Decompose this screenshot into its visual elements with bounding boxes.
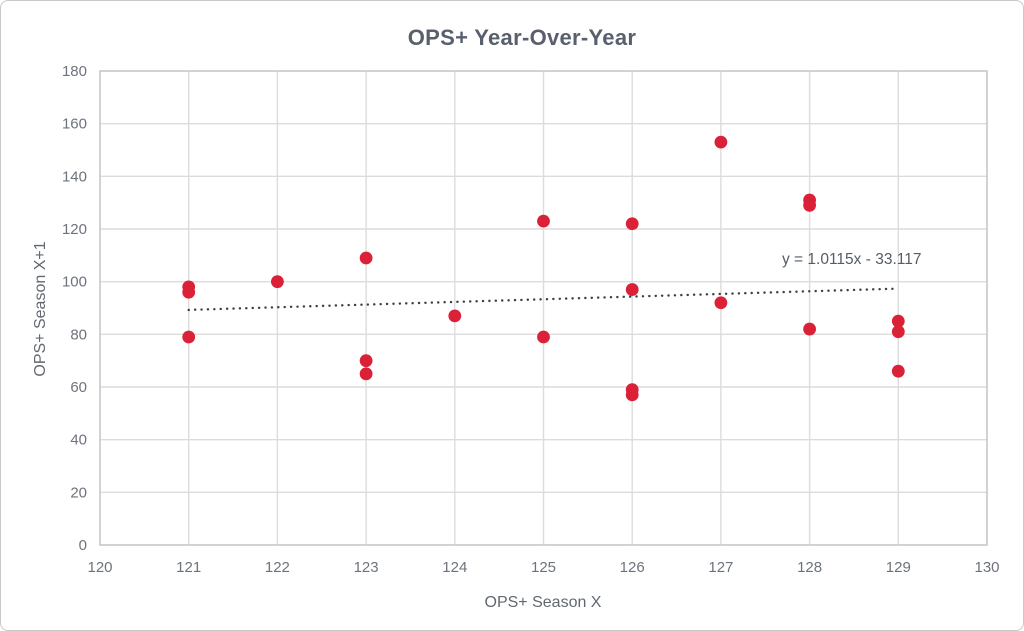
y-axis-title: OPS+ Season X+1 [32,241,49,376]
plot-area-border [99,70,988,546]
x-tick-label: 123 [354,559,379,576]
data-point[interactable] [803,322,816,336]
x-axis-title: OPS+ Season X [485,594,602,611]
data-point[interactable] [359,251,373,265]
data-point[interactable] [182,330,196,344]
data-point[interactable] [359,367,373,381]
y-axis-tick-labels: 0 20 40 60 80 100 120 140 160 180 [62,63,87,554]
data-point[interactable] [625,283,639,296]
x-tick-label: 128 [797,559,822,576]
y-tick-label: 40 [70,432,87,449]
data-point[interactable] [714,296,728,310]
y-tick-label: 20 [70,484,87,501]
x-tick-label: 130 [974,559,999,576]
x-tick-label: 129 [886,559,911,576]
data-point[interactable] [891,325,905,339]
data-point[interactable] [537,330,550,344]
y-tick-label: 160 [62,116,87,133]
y-tick-label: 80 [70,326,87,343]
y-tick-label: 0 [79,537,87,554]
x-tick-label: 121 [176,559,201,576]
data-point[interactable] [625,388,639,402]
x-tick-label: 125 [531,559,556,576]
data-point[interactable] [891,364,905,378]
x-tick-label: 124 [442,559,467,576]
data-point[interactable] [359,354,373,368]
y-tick-label: 100 [62,274,87,291]
y-tick-label: 180 [62,63,87,80]
x-tick-label: 127 [708,559,733,576]
x-tick-label: 122 [265,559,290,576]
data-point[interactable] [182,285,196,299]
chart-title: OPS+ Year-Over-Year [408,25,637,50]
data-point[interactable] [448,309,462,323]
y-tick-label: 140 [62,168,87,185]
y-tick-label: 60 [70,379,87,396]
x-axis-tick-labels: 120 121 122 123 124 125 126 127 128 129 130 [87,559,999,576]
data-point[interactable] [803,198,816,212]
data-point[interactable] [271,275,284,289]
data-point[interactable] [891,314,905,328]
data-point[interactable] [537,214,550,228]
data-point[interactable] [625,217,639,231]
data-points [182,135,905,402]
data-point[interactable] [714,135,728,149]
x-tick-label: 126 [620,559,645,576]
y-tick-label: 120 [62,221,87,238]
x-tick-label: 120 [87,559,112,576]
trendline-equation: y = 1.0115x - 33.117 [782,251,921,268]
